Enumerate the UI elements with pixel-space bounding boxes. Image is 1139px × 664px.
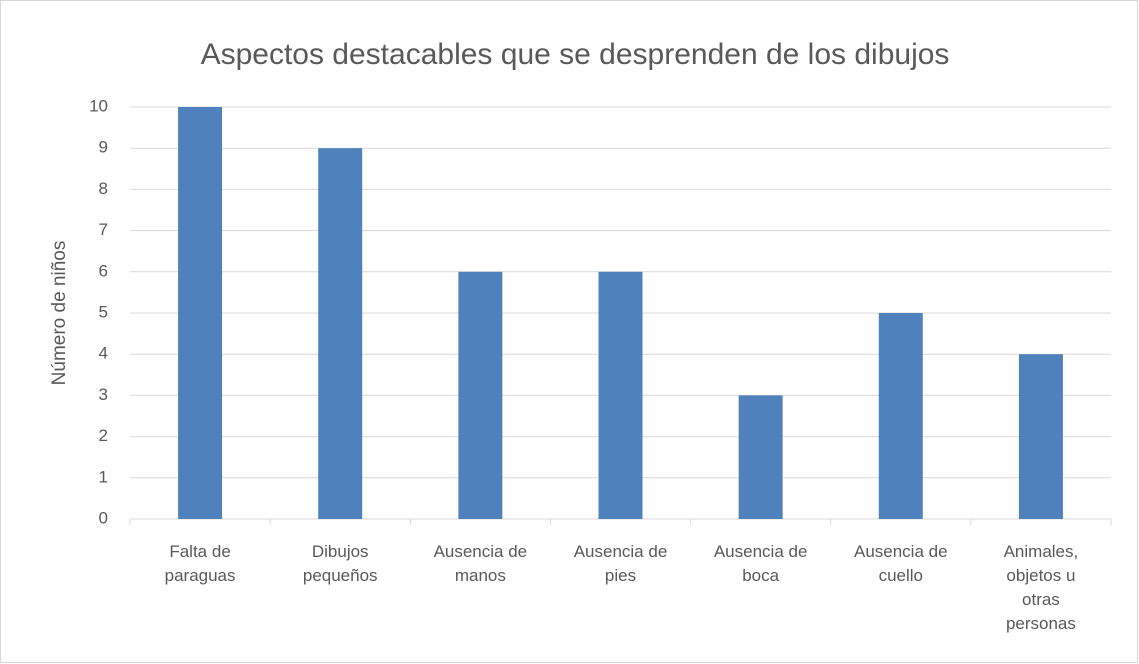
y-tick-label: 2 [99,426,108,445]
bar [738,395,783,519]
y-tick-label: 8 [99,179,108,198]
y-tick-label: 3 [99,385,108,404]
x-tick-label: Falta de paraguas [165,542,236,585]
bar [1018,354,1063,519]
chart-title: Aspectos destacables que se desprenden d… [201,38,950,71]
x-tick-label: Ausencia de pies [574,542,668,585]
y-tick-label: 9 [99,138,108,157]
y-tick-label: 10 [89,96,108,115]
x-tick-label: Ausencia de boca [714,542,808,585]
y-tick-label: 1 [99,467,108,486]
y-tick-label: 6 [99,261,108,280]
bar [458,271,503,519]
x-tick-label: Dibujos pequeños [303,542,378,585]
y-tick-label: 7 [99,220,108,239]
y-tick-label: 5 [99,302,108,321]
x-tick-label: Animales, objetos u otras personas [1004,542,1079,633]
x-tick-label: Ausencia de cuello [854,542,948,585]
bar [318,148,363,519]
bar [598,271,643,519]
bar [878,313,923,519]
y-tick-label: 4 [99,344,108,363]
x-tick-label: Ausencia de manos [434,542,528,585]
y-tick-label: 0 [99,508,108,527]
bar [178,107,223,519]
y-axis-label: Número de niños [49,241,70,386]
